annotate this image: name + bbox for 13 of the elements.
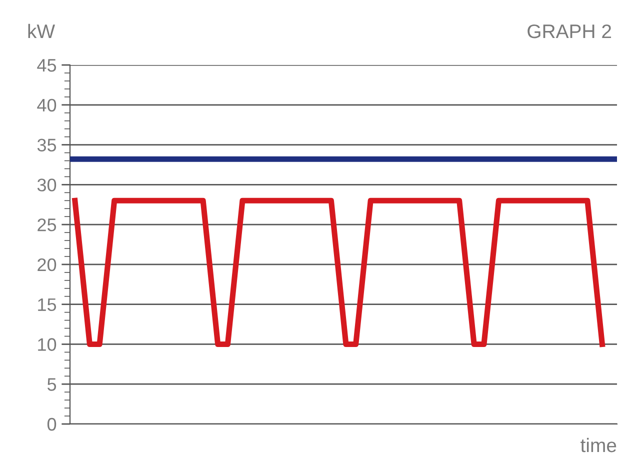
y-tick-label: 35 (37, 138, 56, 152)
chart-title: GRAPH 2 (528, 24, 612, 38)
x-axis-title: time (580, 438, 616, 452)
y-tick-label: 0 (47, 418, 56, 431)
y-tick-label: 25 (38, 218, 56, 232)
y-tick-label: 15 (38, 298, 56, 312)
y-tick-label: 45 (37, 59, 56, 72)
y-tick-label: 30 (37, 178, 56, 192)
y-tick-label: 20 (38, 258, 56, 272)
y-tick-label: 10 (38, 338, 56, 351)
y-tick-label: 5 (47, 378, 56, 391)
y-tick-label: 40 (37, 98, 56, 112)
y-axis-title: kW (28, 24, 56, 38)
